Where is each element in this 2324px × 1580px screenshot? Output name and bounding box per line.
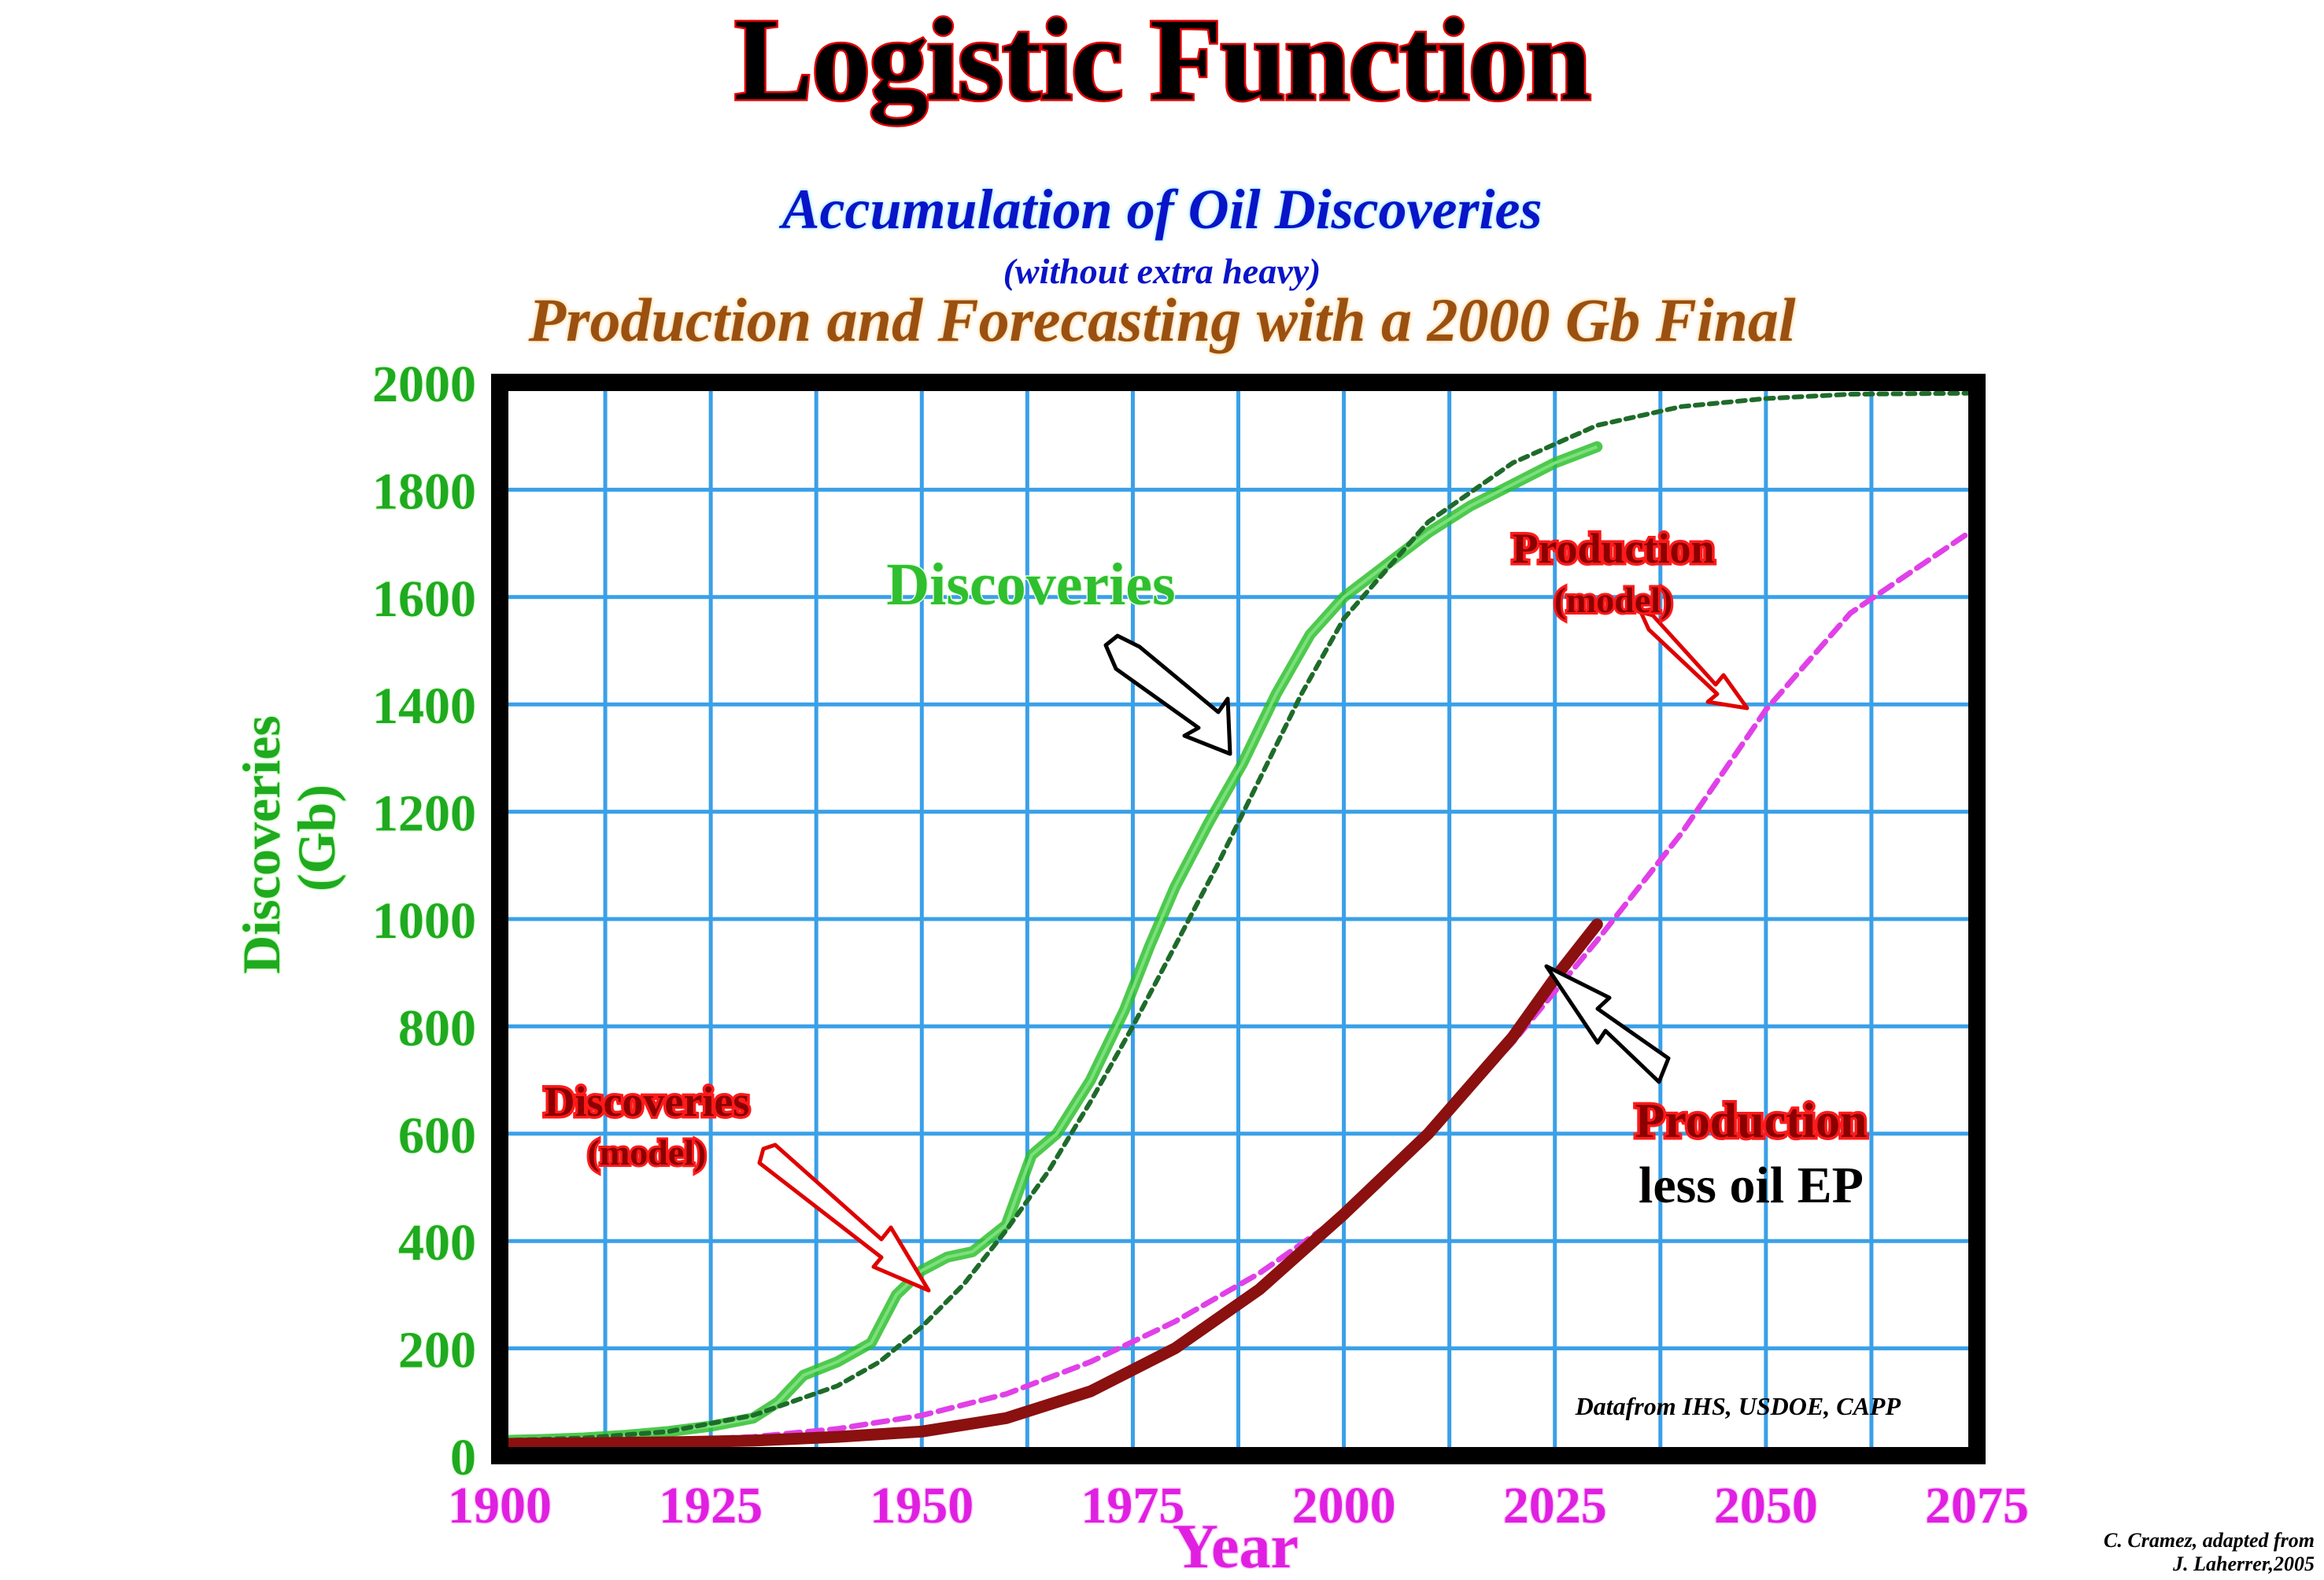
annotation-labels: Discoveries Production (model) Discoveri… [541,522,1870,1215]
y-tick-1000: 1000 [372,892,476,950]
main-title: Logistic Function [733,0,1594,127]
plot-frame [491,374,1986,1464]
y-tick-800: 800 [398,999,476,1057]
x-tick-1925: 1925 [659,1477,763,1534]
series-line-production-model [497,524,1980,1447]
label-production: Production [1635,1095,1867,1148]
y-tick-1600: 1600 [372,570,476,628]
label-discoveries-model: Discoveries [545,1078,750,1125]
y-tick-0: 0 [450,1429,476,1486]
x-tick-2050: 2050 [1714,1477,1818,1534]
x-tick-1975: 1975 [1081,1477,1184,1534]
y-axis-label-main: Discoveries [231,715,291,974]
y-tick-1400: 1400 [372,677,476,735]
series-line-discoveries-model [497,390,1979,1443]
chart-subtitle-production: Production and Forecasting with a 2000 G… [528,286,1796,354]
arrow-production-model [1639,610,1749,711]
series-line-discoveries-highlight [499,445,1598,1442]
y-tick-200: 200 [398,1322,476,1379]
y-axis-label-unit: (Gb) [286,784,346,892]
y-tick-2000: 2000 [372,356,476,413]
chart-subtitle-discoveries: Accumulation of Oil Discoveries [781,178,1543,241]
y-tick-1200: 1200 [372,785,476,843]
label-discoveries-model-sub: (model) [588,1132,707,1172]
label-production-model: Production [1512,525,1714,572]
x-tick-2075: 2075 [1925,1477,2029,1534]
y-tick-400: 400 [398,1214,476,1272]
arrow-discoveries-model [757,1143,931,1293]
x-tick-2000: 2000 [1292,1477,1396,1534]
y-tick-1800: 1800 [372,463,476,520]
x-axis-label: Year [1173,1512,1299,1580]
grid [497,380,1979,1458]
arrow-production [1544,964,1671,1084]
x-tick-1950: 1950 [870,1477,974,1534]
label-production-model-sub: (model) [1554,580,1673,620]
y-tick-600: 600 [398,1107,476,1165]
x-tick-2025: 2025 [1503,1477,1607,1534]
y-axis-label: Discoveries (Gb) [231,702,346,974]
x-tick-1900: 1900 [448,1477,552,1534]
series-layer [493,390,1980,1450]
source-note: Datafrom IHS, USDOE, CAPP [1575,1392,1901,1420]
label-discoveries: Discoveries [886,552,1175,618]
chart-subtitle-note: (without extra heavy) [1003,251,1321,291]
annotation-arrows [757,610,1749,1293]
label-production-sub: less oil EP [1639,1157,1864,1214]
x-tick-labels: 1900 1925 1950 1975 2000 2025 2050 2075 [447,1476,2030,1536]
y-tick-labels: 0 200 400 600 800 1000 1200 1400 1600 1800 2000 [371,355,478,1488]
credit-note: C. Cramez, adapted from J. Laherrer,2005 [2104,1529,2315,1575]
arrow-discoveries [1103,633,1232,756]
series-line-production [493,918,1603,1450]
